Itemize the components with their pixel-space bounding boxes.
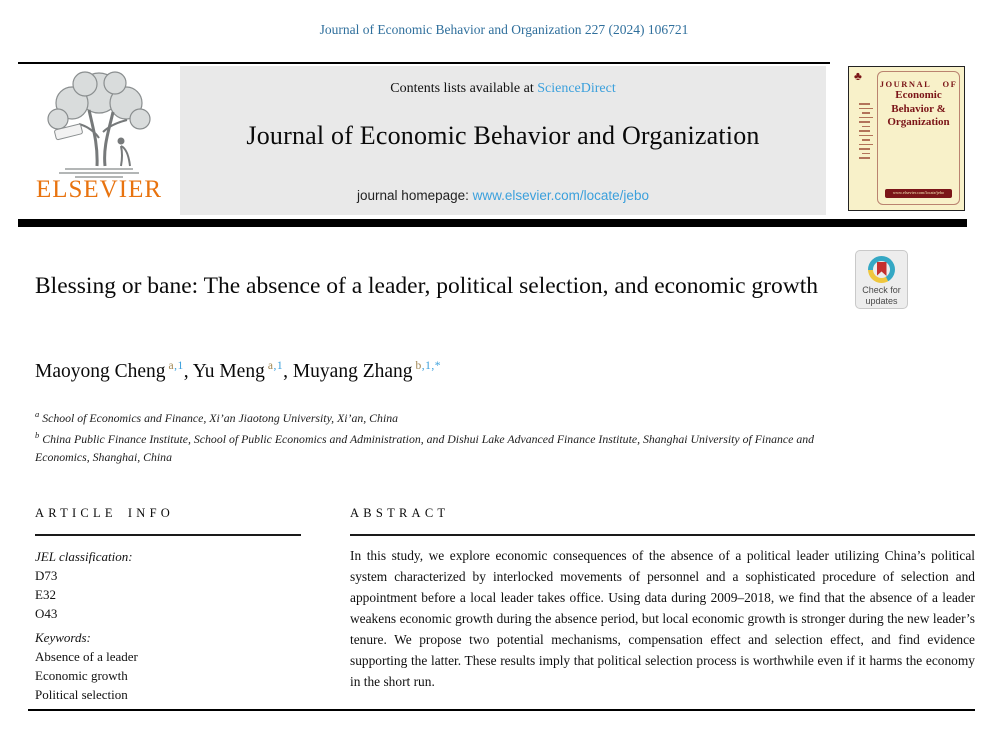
author: Muyang Zhang b,1,* [292, 360, 442, 382]
article-title: Blessing or bane: The absence of a leade… [35, 273, 818, 299]
cover-title-line: JOURNAL OF [879, 79, 958, 89]
author-separator: , [283, 360, 293, 382]
jel-code: D73 [35, 567, 58, 583]
badge-label-line1: Check for [862, 285, 901, 295]
keywords-label: Keywords: [35, 629, 91, 645]
crossmark-icon [868, 256, 895, 283]
cover-board-line [862, 125, 870, 127]
section-rule [350, 534, 975, 536]
elsevier-mini-logo-icon: ♣ [854, 69, 862, 83]
cover-title-line: Economic [895, 89, 942, 101]
contents-prefix: Contents lists available at [390, 81, 538, 96]
homepage-prefix: journal homepage: [357, 188, 473, 203]
affiliation-marker: a [35, 409, 40, 419]
cover-editorial-board-lines [859, 103, 875, 162]
journal-title: Journal of Economic Behavior and Organiz… [246, 121, 760, 150]
abstract-heading: ABSTRACT [350, 506, 450, 520]
cover-board-line [859, 130, 870, 132]
header-citation-link[interactable]: Journal of Economic Behavior and Organiz… [319, 22, 689, 37]
homepage-link[interactable]: www.elsevier.com/locate/jebo [472, 188, 649, 203]
author-footnote-sup[interactable]: ,1 [174, 360, 184, 372]
sciencedirect-link[interactable]: ScienceDirect [537, 81, 616, 96]
cover-title-box: JOURNAL OF Economic Behavior & Organizat… [877, 71, 960, 205]
cover-board-line [859, 116, 873, 118]
cover-board-line [859, 121, 870, 123]
keyword: Absence of a leader [35, 648, 138, 664]
author-separator: , [183, 360, 193, 382]
journal-cover-thumbnail[interactable]: ♣ JOURNAL OF Economic Behavior & Organiz… [848, 66, 965, 211]
author: Yu Meng a,1, [192, 360, 293, 382]
keyword: Political selection [35, 686, 128, 702]
abstract-column: ABSTRACT In this study, we explore econo… [350, 506, 975, 692]
article-info-column: ARTICLE INFO JEL classification: D73 E32… [35, 506, 301, 704]
cover-board-line [859, 157, 870, 159]
elsevier-tree-icon [47, 71, 151, 178]
crossmark-bookmark [876, 262, 887, 276]
cover-footer-url: www.elsevier.com/locate/jebo [892, 191, 945, 196]
affiliation: a School of Economics and Finance, Xi’an… [35, 406, 835, 427]
cover-board-line [862, 112, 870, 114]
header-top-rule [18, 62, 830, 64]
cover-footer-band: www.elsevier.com/locate/jebo [885, 189, 952, 198]
author-list: Maoyong Cheng a,1, Yu Meng a,1, Muyang Zha… [35, 360, 441, 383]
author: Maoyong Cheng a,1, [35, 360, 193, 382]
affiliation-text: China Public Finance Institute, School o… [35, 432, 815, 464]
article-info-heading: ARTICLE INFO [35, 506, 175, 520]
author-affiliation-sup[interactable]: b [415, 360, 422, 372]
affiliation: b China Public Finance Institute, School… [35, 427, 835, 466]
author-name: Yu Meng [192, 360, 265, 382]
badge-label-line2: updates [865, 295, 898, 306]
cover-board-line [859, 103, 870, 105]
homepage-line: journal homepage: www.elsevier.com/locat… [180, 188, 826, 203]
cover-title-line: Behavior & [891, 102, 946, 115]
affiliation-marker: b [35, 430, 40, 441]
journal-banner: Contents lists available at ScienceDirec… [180, 66, 826, 215]
contents-line: Contents lists available at ScienceDirec… [180, 66, 826, 97]
elsevier-wordmark: ELSEVIER [35, 176, 163, 203]
cover-board-line [859, 134, 873, 136]
author-name: Maoyong Cheng [35, 360, 166, 382]
jel-code: E32 [35, 586, 56, 602]
cover-title-line: Organization [887, 116, 950, 128]
cover-board-line [859, 107, 873, 109]
jel-classification-label: JEL classification: [35, 548, 133, 564]
cover-board-line [862, 152, 870, 154]
affiliations: a School of Economics and Finance, Xi’an… [35, 406, 835, 466]
author-affiliation-sup[interactable]: a [168, 360, 175, 372]
abstract-text: In this study, we explore economic conse… [350, 547, 975, 689]
header-divider-bar [18, 219, 967, 227]
cover-board-line [859, 143, 873, 145]
check-for-updates-badge[interactable]: Check for updates [855, 250, 908, 309]
author-footnote-sup[interactable]: ,1 [273, 360, 284, 372]
elsevier-logo[interactable]: ELSEVIER [18, 66, 180, 215]
cover-board-line [859, 148, 870, 150]
section-rule [35, 534, 301, 536]
author-affiliation-sup[interactable]: a [267, 360, 274, 372]
badge-label: Check for updates [856, 285, 907, 306]
affiliation-text: School of Economics and Finance, Xi’an J… [39, 410, 399, 425]
author-name: Muyang Zhang [292, 360, 413, 382]
section-bottom-rule [28, 709, 975, 711]
jel-code: O43 [35, 605, 58, 621]
cover-board-line [862, 139, 870, 141]
keyword: Economic growth [35, 667, 128, 683]
author-footnote-sup[interactable]: ,1,* [421, 360, 442, 372]
